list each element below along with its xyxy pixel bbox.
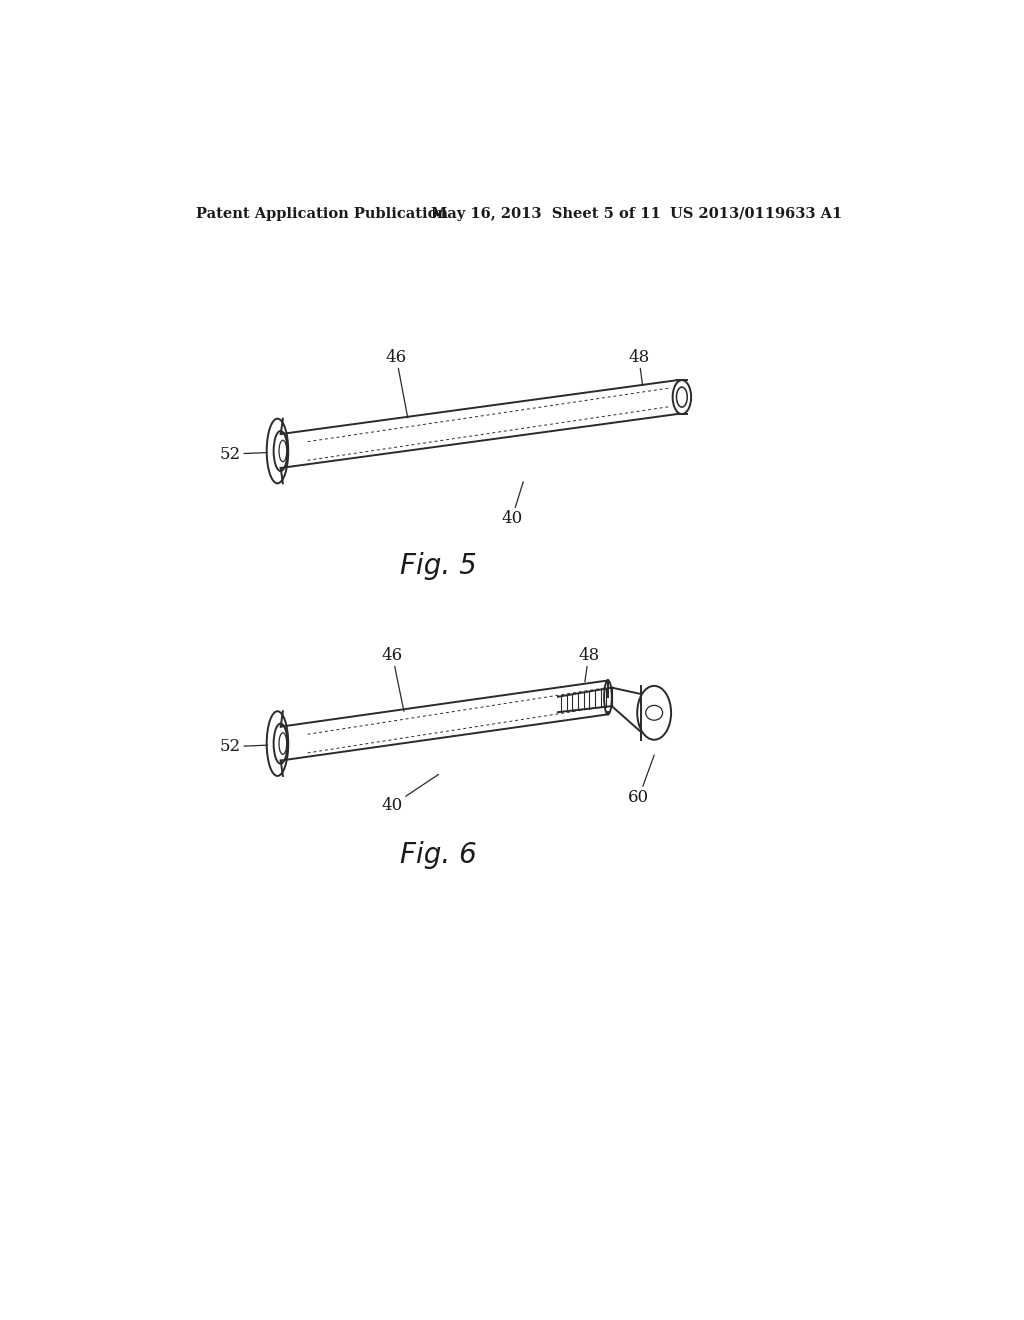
Text: May 16, 2013  Sheet 5 of 11: May 16, 2013 Sheet 5 of 11 (431, 207, 660, 220)
Text: US 2013/0119633 A1: US 2013/0119633 A1 (670, 207, 842, 220)
Text: Fig. 5: Fig. 5 (400, 553, 477, 581)
Text: 52: 52 (220, 446, 267, 462)
Text: 40: 40 (501, 482, 523, 527)
Text: 60: 60 (628, 755, 654, 807)
Text: 48: 48 (579, 647, 599, 682)
Text: 48: 48 (628, 348, 649, 385)
Text: 52: 52 (220, 738, 267, 755)
Text: 40: 40 (382, 775, 438, 813)
Text: 46: 46 (386, 348, 408, 418)
Text: Patent Application Publication: Patent Application Publication (196, 207, 449, 220)
Text: 46: 46 (382, 647, 403, 711)
Text: Fig. 6: Fig. 6 (400, 841, 477, 870)
